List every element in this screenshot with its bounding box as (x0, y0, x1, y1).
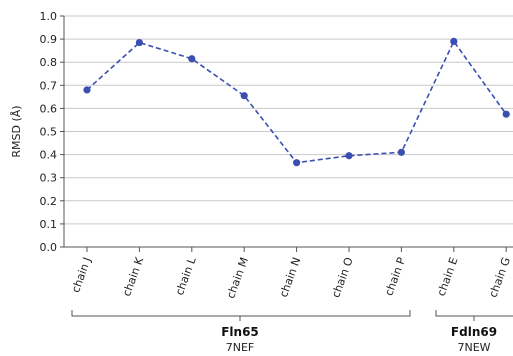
y-tick-label: 0.1 (40, 218, 58, 231)
chain-groups: Fln65 7NEF Fdln69 7NEW (71, 310, 513, 354)
x-tick-label: chain E (435, 256, 461, 298)
y-tick-label: 0.7 (40, 79, 58, 92)
x-tick-label: chain K (120, 255, 146, 298)
y-tick-label: 0.6 (40, 102, 58, 115)
x-tick-label: chain J (69, 256, 94, 295)
y-tick-label: 0.5 (40, 126, 58, 139)
x-tick-label: chain L (173, 255, 199, 297)
data-point (502, 110, 510, 118)
y-tick-labels: 0.0 0.1 0.2 0.3 0.4 0.5 0.6 0.7 0.8 0.9 1.0 (40, 10, 58, 254)
y-tick-label: 0.3 (40, 172, 58, 185)
x-tick-label: chain M (224, 256, 251, 301)
series-line-0 (86, 39, 507, 164)
y-tick-label: 0.0 (40, 241, 58, 254)
data-point (188, 55, 196, 63)
y-tick-label: 1.0 (40, 10, 58, 23)
data-point (240, 92, 248, 100)
y-tick-label: 0.2 (40, 195, 58, 208)
group-name: Fdln69 (451, 325, 497, 339)
gridlines (60, 15, 513, 252)
x-tick-label: chain G (487, 256, 513, 300)
data-point (397, 148, 405, 156)
data-points (83, 37, 510, 167)
data-point (293, 159, 301, 167)
y-axis-title: RMSD (Å) (10, 105, 23, 157)
group-name: Fln65 (221, 325, 259, 339)
group-subtitle: 7NEW (457, 341, 490, 354)
series-line-layer (86, 39, 507, 164)
y-tick-label: 0.8 (40, 56, 58, 69)
group-bracket-0 (71, 310, 411, 317)
x-tick-label: chain P (382, 255, 408, 297)
y-tick-label: 0.4 (40, 149, 58, 162)
y-tick-label: 0.9 (40, 33, 58, 46)
data-point (345, 152, 353, 160)
data-point (83, 86, 91, 94)
axes (63, 16, 513, 248)
x-tick-labels: chain J chain K chain L chain M chain N chain… (69, 255, 513, 300)
data-point (450, 37, 458, 46)
group-subtitle: 7NEF (226, 341, 255, 354)
group-bracket-1 (435, 310, 513, 317)
x-tick-label: chain N (277, 256, 303, 299)
x-tick-label: chain O (329, 255, 356, 299)
data-point (135, 38, 143, 47)
